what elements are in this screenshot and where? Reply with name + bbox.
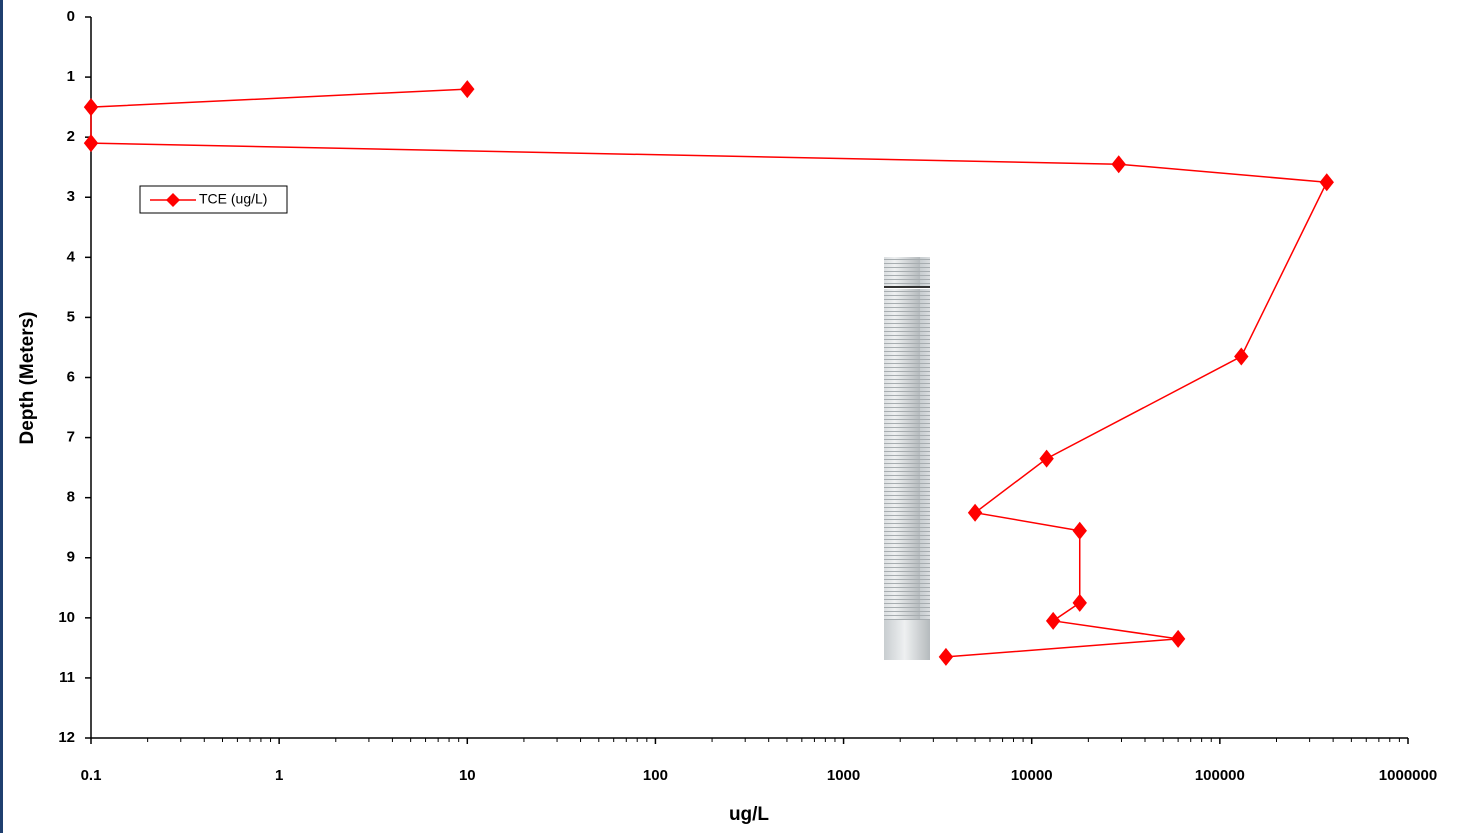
y-tick-label: 4	[67, 248, 76, 265]
data-point	[83, 98, 99, 117]
data-point	[1072, 521, 1087, 540]
data-point	[1039, 449, 1054, 468]
data-point	[83, 134, 99, 153]
well-screen	[884, 257, 930, 660]
y-tick-label: 1	[67, 68, 75, 85]
x-tick-label: 10	[459, 767, 476, 784]
y-tick-label: 6	[67, 368, 75, 385]
x-tick-label: 1	[275, 767, 283, 784]
data-point	[1045, 611, 1061, 630]
x-tick-label: 100000	[1195, 767, 1245, 784]
y-tick-label: 3	[67, 188, 75, 205]
data-point	[460, 80, 475, 99]
y-tick-label: 5	[67, 308, 75, 325]
y-tick-label: 10	[58, 609, 75, 626]
y-tick-label: 11	[59, 669, 75, 686]
y-tick-label: 9	[67, 549, 75, 566]
left-edge	[0, 0, 3, 833]
legend-box	[139, 185, 288, 214]
x-tick-label: 1000	[827, 767, 860, 784]
data-point	[1234, 347, 1249, 366]
data-point	[1319, 173, 1334, 192]
x-tick-label: 100	[643, 767, 668, 784]
y-tick-label: 0	[67, 8, 75, 25]
data-point	[1111, 155, 1126, 174]
x-tick-label: 10000	[1011, 767, 1053, 784]
y-tick-label: 8	[67, 489, 75, 506]
legend-label: TCE (ug/L)	[199, 191, 267, 207]
y-axis-title: Depth (Meters)	[17, 311, 38, 444]
legend-marker	[166, 193, 180, 207]
x-tick-label: 1000000	[1379, 767, 1437, 784]
data-point	[938, 647, 954, 666]
y-tick-label: 2	[67, 128, 75, 145]
y-tick-label: 7	[67, 429, 75, 446]
data-point	[967, 503, 983, 522]
legend: TCE (ug/L)	[139, 185, 288, 214]
series-line	[90, 88, 1328, 658]
x-tick-label: 0.1	[81, 767, 102, 784]
data-point	[1170, 629, 1186, 648]
y-tick-label: 12	[58, 729, 75, 746]
x-axis-title: ug/L	[729, 804, 769, 825]
data-point	[1072, 593, 1087, 612]
